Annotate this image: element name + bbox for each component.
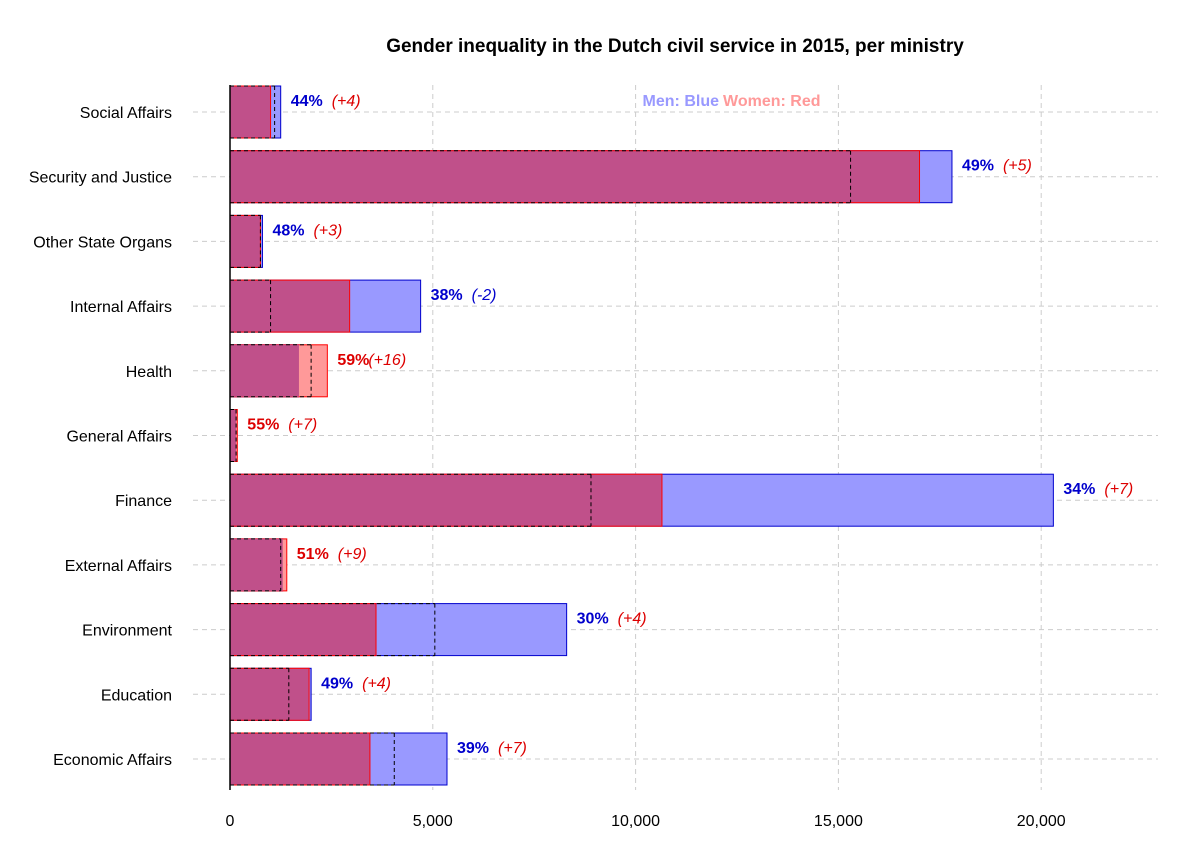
- bars: [229, 85, 1054, 786]
- y-category-label: External Affairs: [65, 558, 172, 575]
- women-bar-overlap: [230, 409, 237, 462]
- women-bar: [229, 150, 921, 204]
- x-tick-label: 5,000: [413, 813, 453, 830]
- y-category-label: Education: [101, 687, 172, 704]
- women-share-label: 49%: [962, 158, 994, 175]
- women-share-label: 48%: [272, 222, 304, 239]
- women-share-label: 30%: [577, 611, 609, 628]
- labels: 44% (+4) 49% (+5) 48% (+3) 38% (-2) 59%(+16) 55% (…: [247, 93, 1133, 757]
- women-bar-overlap: [230, 344, 299, 397]
- axes: 0 5,000 10,000 15,000 20,000 Social Affairs Se…: [29, 85, 1066, 830]
- y-category-label: Environment: [82, 623, 172, 640]
- y-category-label: Internal Affairs: [70, 299, 172, 316]
- women-share-label: 34%: [1063, 481, 1095, 498]
- x-tick-label: 0: [226, 813, 235, 830]
- women-share-label: 39%: [457, 740, 489, 757]
- change-label: (+16): [368, 352, 406, 369]
- x-tick-label: 10,000: [611, 813, 660, 830]
- change-label: (+7): [498, 740, 527, 757]
- women-share-label: 38%: [431, 287, 463, 304]
- change-label: (+9): [338, 546, 367, 563]
- women-share-label: 49%: [321, 675, 353, 692]
- women-share-label: 59%: [337, 352, 369, 369]
- y-category-label: Social Affairs: [80, 105, 172, 122]
- women-share-label: 55%: [247, 417, 279, 434]
- women-bar: [229, 279, 351, 333]
- women-share-label: 44%: [291, 93, 323, 110]
- change-label: (+5): [1003, 158, 1032, 175]
- legend-women: Women: Red: [723, 93, 820, 110]
- women-bar: [229, 603, 377, 657]
- women-bar: [229, 667, 310, 721]
- y-category-label: Finance: [115, 493, 172, 510]
- x-tick-label: 15,000: [814, 813, 863, 830]
- x-tick-label: 20,000: [1017, 813, 1066, 830]
- change-label: (+4): [362, 675, 391, 692]
- women-share-label: 51%: [297, 546, 329, 563]
- change-label: (+3): [313, 222, 342, 239]
- change-label: (+4): [332, 93, 361, 110]
- y-category-label: Health: [126, 364, 172, 381]
- y-category-label: Economic Affairs: [53, 752, 172, 769]
- change-label: (+4): [618, 611, 647, 628]
- y-category-label: Other State Organs: [33, 234, 172, 251]
- change-label: (+7): [288, 417, 317, 434]
- change-label: (-2): [472, 287, 497, 304]
- chart-title: Gender inequality in the Dutch civil ser…: [386, 36, 964, 57]
- women-bar: [229, 473, 663, 527]
- women-bar: [229, 85, 272, 139]
- change-label: (+7): [1104, 481, 1133, 498]
- women-bar-overlap: [230, 538, 283, 591]
- women-bar: [229, 732, 371, 786]
- y-category-label: Security and Justice: [29, 170, 172, 187]
- women-bar: [229, 214, 261, 268]
- legend-men: Men: Blue: [643, 93, 720, 110]
- y-category-label: General Affairs: [66, 429, 172, 446]
